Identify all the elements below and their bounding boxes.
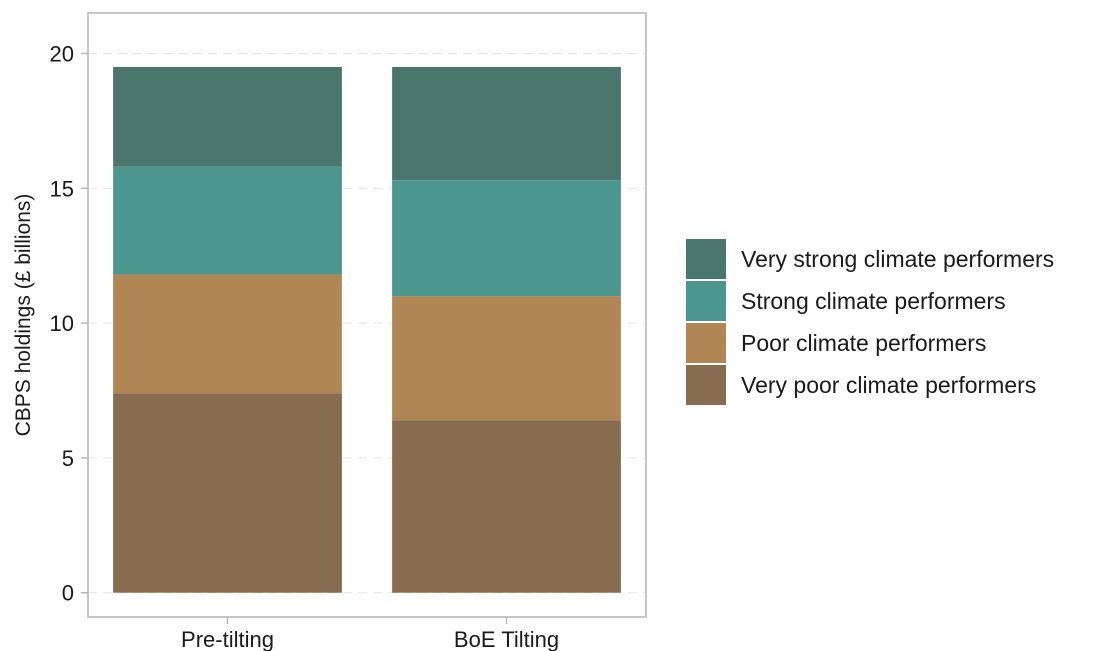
y-tick-label: 15 (50, 176, 74, 201)
legend-label: Very poor climate performers (741, 372, 1036, 398)
legend-label: Poor climate performers (741, 330, 986, 356)
y-tick-label: 20 (50, 41, 74, 66)
bar-segment (113, 274, 342, 394)
legend-label: Strong climate performers (741, 288, 1006, 314)
legend-swatch (686, 239, 726, 279)
plot-frame (87, 12, 647, 618)
x-tick-label: BoE Tilting (454, 627, 559, 651)
bar-segment (392, 296, 621, 421)
y-tick-label: 0 (62, 581, 74, 606)
legend-swatch (686, 365, 726, 405)
x-tick-label: Pre-tilting (181, 627, 274, 651)
bar-segment (113, 66, 342, 167)
bar-segment (392, 420, 621, 593)
y-tick-label: 5 (62, 446, 74, 471)
bar-segment (392, 66, 621, 181)
legend-swatch (686, 281, 726, 321)
y-axis: 0 5 10 15 20 (50, 41, 88, 606)
bars (113, 66, 621, 593)
bar-segment (392, 180, 621, 297)
bar-segment (113, 393, 342, 593)
bar-segment (113, 166, 342, 275)
legend-swatch (686, 323, 726, 363)
legend-label: Very strong climate performers (741, 246, 1054, 272)
y-axis-title: CBPS holdings (£ billions) (12, 194, 35, 437)
legend: Very strong climate performers Strong cli… (686, 239, 1054, 405)
y-tick-label: 10 (50, 311, 74, 336)
x-axis: Pre-tilting BoE Tilting (181, 617, 559, 651)
